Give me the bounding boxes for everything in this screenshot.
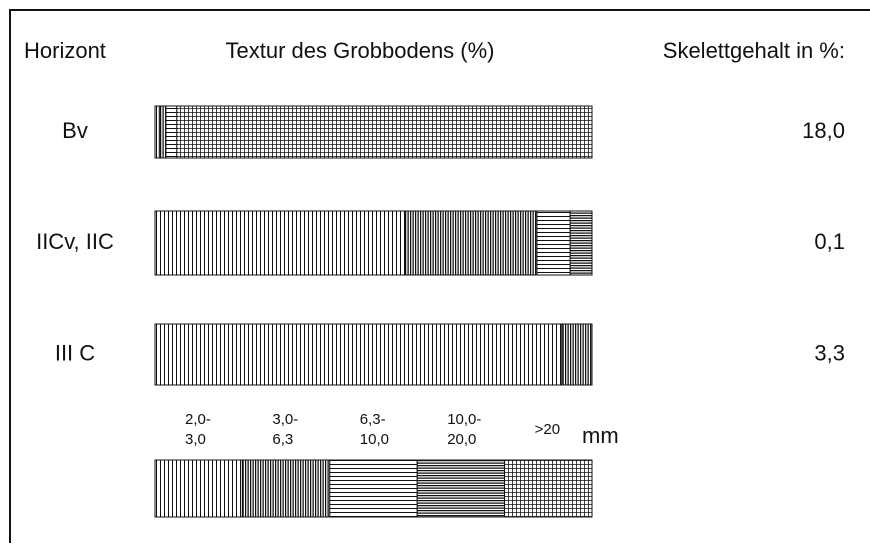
bar-segment: [536, 210, 571, 276]
legend-swatch: [416, 459, 506, 518]
bar-segment: [165, 105, 178, 159]
header-bar-title: Textur des Grobbodens (%): [225, 38, 494, 63]
legend-label: >20: [535, 421, 560, 438]
legend-swatch: [154, 459, 243, 518]
bar-segment: [158, 105, 167, 159]
bar-segment: [154, 323, 563, 386]
bar-segment: [154, 105, 160, 159]
legend-swatch: [329, 459, 418, 518]
legend-swatch: [504, 459, 593, 518]
legend-label: 6,3-10,0: [360, 411, 389, 448]
category-label: Bv: [62, 118, 88, 143]
bar-segment: [404, 210, 538, 276]
legend-label: 10,0-20,0: [447, 411, 481, 448]
frame: [9, 9, 870, 543]
bar-segment: [176, 105, 593, 159]
legend-unit: mm: [582, 423, 619, 448]
bar-segment: [154, 210, 406, 276]
header-row-label: Horizont: [24, 38, 106, 63]
bar-segment: [569, 210, 593, 276]
skeleton-value: 0,1: [814, 229, 845, 254]
skeleton-value: 18,0: [802, 118, 845, 143]
legend-swatch: [241, 459, 331, 518]
category-label: IICv, IIC: [36, 229, 114, 254]
bar-segment: [561, 323, 593, 386]
legend-label: 3,0-6,3: [272, 411, 298, 448]
skeleton-value: 3,3: [814, 340, 845, 365]
legend-label: 2,0-3,0: [185, 411, 211, 448]
header-value-title: Skelettgehalt in %:: [663, 38, 845, 63]
category-label: III C: [55, 340, 95, 365]
